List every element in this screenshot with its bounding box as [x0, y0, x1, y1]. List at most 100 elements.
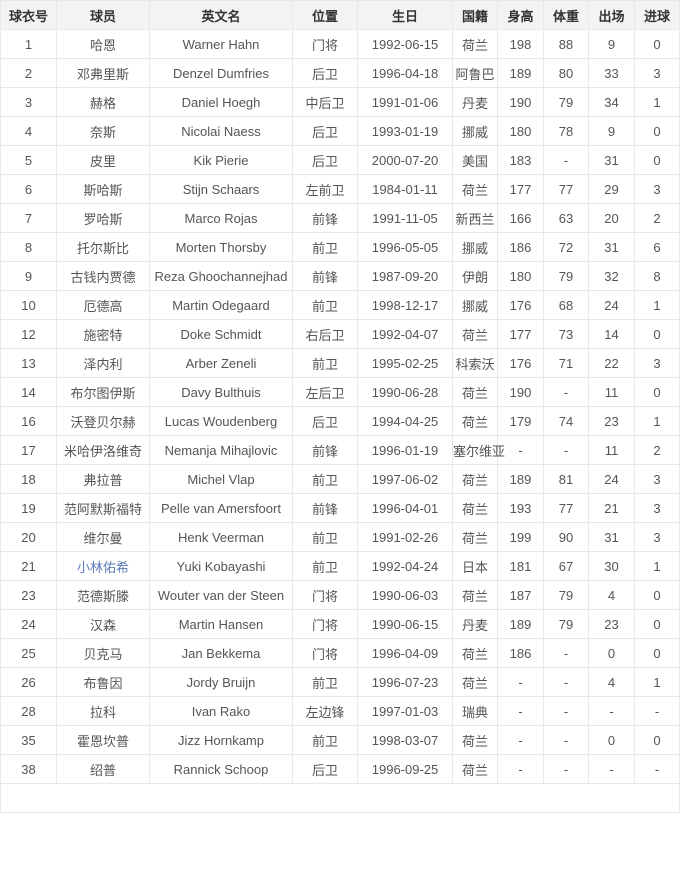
cell-weight: -: [543, 638, 589, 668]
cell-birthday: 1992-04-24: [357, 551, 453, 581]
cell-height: 189: [497, 464, 544, 494]
cell-position: 后卫: [292, 116, 358, 146]
cell-jersey-number: 14: [0, 377, 57, 407]
cell-english-name: Warner Hahn: [149, 29, 293, 59]
table-row: 24 汉森 Martin Hansen 门将 1990-06-15 丹麦 189 79 23 0: [0, 609, 680, 639]
cell-english-name: Stijn Schaars: [149, 174, 293, 204]
column-header-appearances: 出场: [588, 0, 635, 30]
cell-height: 180: [497, 261, 544, 291]
cell-weight: 79: [543, 580, 589, 610]
table-row: 25 贝克马 Jan Bekkema 门将 1996-04-09 荷兰 186-0 0: [0, 638, 680, 668]
cell-position: 中后卫: [292, 87, 358, 117]
column-header-english-name: 英文名: [149, 0, 293, 30]
cell-player-name: 范德斯滕: [56, 580, 150, 610]
cell-player-name: 小林佑希: [56, 551, 150, 581]
table-row: 19 范阿默斯福特 Pelle van Amersfoort 前锋 1996-04-01…: [0, 493, 680, 523]
cell-english-name: Michel Vlap: [149, 464, 293, 494]
cell-position: 后卫: [292, 58, 358, 88]
cell-nationality: 荷兰: [452, 667, 498, 697]
cell-appearances: 20: [588, 203, 635, 233]
cell-nationality: 阿鲁巴: [452, 58, 498, 88]
cell-birthday: 2000-07-20: [357, 145, 453, 175]
cell-appearances: 23: [588, 406, 635, 436]
cell-birthday: 1993-01-19: [357, 116, 453, 146]
cell-nationality: 荷兰: [452, 522, 498, 552]
cell-goals: 2: [634, 435, 680, 465]
cell-goals: 0: [634, 725, 680, 755]
table-row: 14 布尔图伊斯 Davy Bulthuis 左后卫 1990-06-28 荷兰 190-1…: [0, 377, 680, 407]
cell-english-name: Daniel Hoegh: [149, 87, 293, 117]
cell-appearances: 24: [588, 464, 635, 494]
cell-birthday: 1996-01-19: [357, 435, 453, 465]
table-row: 35 霍恩坎普 Jizz Hornkamp 前卫 1998-03-07 荷兰 - -0 0: [0, 725, 680, 755]
cell-height: 187: [497, 580, 544, 610]
cell-birthday: 1994-04-25: [357, 406, 453, 436]
cell-height: 198: [497, 29, 544, 59]
column-header-jersey-number: 球衣号: [0, 0, 57, 30]
cell-position: 右后卫: [292, 319, 358, 349]
cell-nationality: 荷兰: [452, 29, 498, 59]
cell-height: -: [497, 667, 544, 697]
cell-birthday: 1998-03-07: [357, 725, 453, 755]
cell-weight: 77: [543, 174, 589, 204]
cell-jersey-number: 25: [0, 638, 57, 668]
cell-player-name: 赫格: [56, 87, 150, 117]
cell-appearances: 0: [588, 725, 635, 755]
cell-weight: 81: [543, 464, 589, 494]
cell-height: -: [497, 696, 544, 726]
cell-weight: 88: [543, 29, 589, 59]
cell-height: 189: [497, 58, 544, 88]
cell-position: 前锋: [292, 435, 358, 465]
cell-player-name: 罗哈斯: [56, 203, 150, 233]
cell-english-name: Nemanja Mihajlovic: [149, 435, 293, 465]
cell-birthday: 1991-02-26: [357, 522, 453, 552]
cell-birthday: 1996-05-05: [357, 232, 453, 262]
cell-appearances: 31: [588, 232, 635, 262]
table-row: 9 古钱内贾德 Reza Ghoochannejhad 前锋 1987-09-20 伊朗 1…: [0, 261, 680, 291]
cell-appearances: 30: [588, 551, 635, 581]
column-header-goals: 进球: [634, 0, 680, 30]
table-row: 13 泽内利 Arber Zeneli 前卫 1995-02-25 科索沃 176 71 22 3: [0, 348, 680, 378]
cell-player-name: 汉森: [56, 609, 150, 639]
cell-goals: 3: [634, 464, 680, 494]
cell-nationality: 丹麦: [452, 87, 498, 117]
column-header-height: 身高: [497, 0, 544, 30]
cell-jersey-number: 24: [0, 609, 57, 639]
cell-weight: -: [543, 377, 589, 407]
cell-goals: 1: [634, 87, 680, 117]
cell-goals: 0: [634, 377, 680, 407]
cell-weight: -: [543, 754, 589, 784]
table-row: 38 绍普 Rannick Schoop 后卫 1996-09-25 荷兰 - - - -: [0, 754, 680, 784]
cell-nationality: 塞尔维亚: [452, 435, 505, 465]
cell-weight: -: [543, 145, 589, 175]
cell-height: 190: [497, 87, 544, 117]
cell-position: 门将: [292, 29, 358, 59]
cell-nationality: 美国: [452, 145, 498, 175]
cell-appearances: 21: [588, 493, 635, 523]
cell-height: -: [497, 435, 544, 465]
cell-english-name: Jan Bekkema: [149, 638, 293, 668]
cell-weight: -: [543, 435, 589, 465]
cell-nationality: 新西兰: [452, 203, 498, 233]
cell-position: 后卫: [292, 406, 358, 436]
cell-weight: 72: [543, 232, 589, 262]
table-row: 16 沃登贝尔赫 Lucas Woudenberg 后卫 1994-04-25 荷兰 179…: [0, 406, 680, 436]
cell-position: 前卫: [292, 667, 358, 697]
table-row: 6 斯哈斯 Stijn Schaars 左前卫 1984-01-11 荷兰 177 77 29 3: [0, 174, 680, 204]
cell-player-name: 托尔斯比: [56, 232, 150, 262]
cell-english-name: Ivan Rako: [149, 696, 293, 726]
cell-weight: -: [543, 696, 589, 726]
cell-goals: 6: [634, 232, 680, 262]
table-row: 2 邓弗里斯 Denzel Dumfries 后卫 1996-04-18 阿鲁巴 189 80…: [0, 58, 680, 88]
cell-goals: 1: [634, 551, 680, 581]
cell-appearances: 33: [588, 58, 635, 88]
cell-english-name: Yuki Kobayashi: [149, 551, 293, 581]
empty-footer-row: [0, 783, 680, 813]
table-row: 10 厄德高 Martin Odegaard 前卫 1998-12-17 挪威 176 68 2…: [0, 290, 680, 320]
cell-appearances: 9: [588, 116, 635, 146]
cell-goals: 0: [634, 145, 680, 175]
cell-nationality: 荷兰: [452, 464, 498, 494]
cell-english-name: Pelle van Amersfoort: [149, 493, 293, 523]
cell-english-name: Jizz Hornkamp: [149, 725, 293, 755]
player-link[interactable]: 小林佑希: [76, 559, 129, 575]
